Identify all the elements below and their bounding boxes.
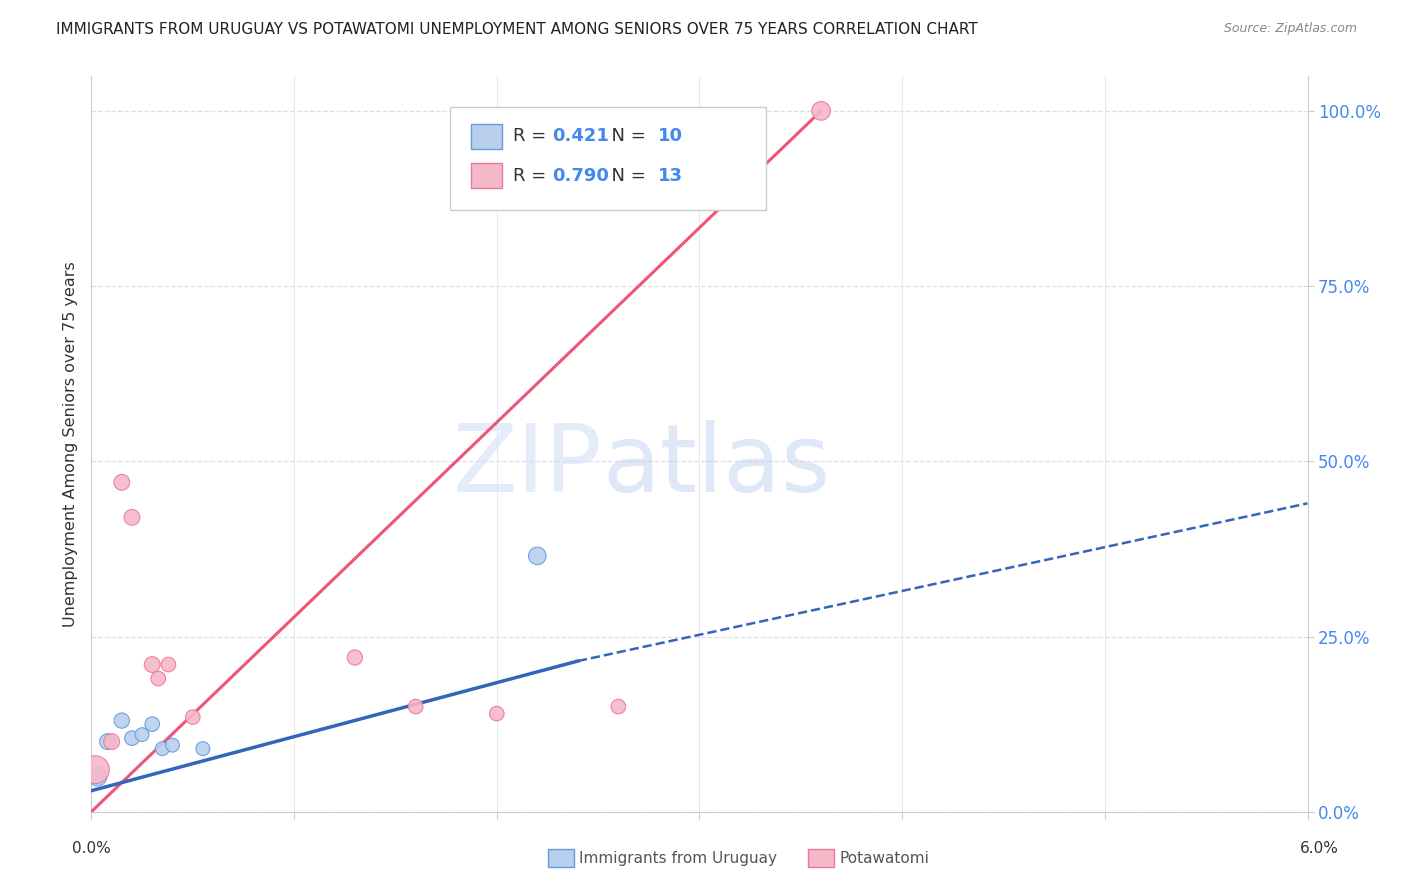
Text: Potawatomi: Potawatomi	[839, 851, 929, 865]
Text: R =: R =	[513, 167, 553, 185]
Point	[84, 763, 107, 777]
Text: R =: R =	[513, 128, 553, 145]
Point	[97, 734, 120, 748]
Text: N =: N =	[600, 167, 652, 185]
Point	[485, 706, 508, 721]
Point	[131, 728, 153, 742]
Point	[157, 657, 180, 672]
Point	[181, 710, 204, 724]
Point	[121, 731, 143, 746]
Y-axis label: Unemployment Among Seniors over 75 years: Unemployment Among Seniors over 75 years	[62, 260, 77, 627]
Point	[405, 699, 427, 714]
Text: IMMIGRANTS FROM URUGUAY VS POTAWATOMI UNEMPLOYMENT AMONG SENIORS OVER 75 YEARS C: IMMIGRANTS FROM URUGUAY VS POTAWATOMI UN…	[56, 22, 979, 37]
Text: 10: 10	[658, 128, 683, 145]
Point	[191, 741, 214, 756]
Point	[150, 741, 173, 756]
Point	[141, 717, 163, 731]
Text: Immigrants from Uruguay: Immigrants from Uruguay	[579, 851, 778, 865]
Point	[343, 650, 366, 665]
Text: N =: N =	[600, 128, 652, 145]
Point	[100, 734, 122, 748]
Point	[121, 510, 143, 524]
Point	[148, 672, 170, 686]
Text: 0.0%: 0.0%	[72, 841, 111, 856]
Text: Source: ZipAtlas.com: Source: ZipAtlas.com	[1223, 22, 1357, 36]
Point	[162, 738, 184, 752]
Point	[141, 657, 163, 672]
Point	[86, 770, 108, 784]
Text: 6.0%: 6.0%	[1299, 841, 1339, 856]
Point	[111, 475, 134, 490]
Point	[810, 103, 832, 118]
Text: ZIP: ZIP	[453, 420, 602, 512]
Point	[607, 699, 630, 714]
Text: 13: 13	[658, 167, 683, 185]
Point	[111, 714, 134, 728]
Text: atlas: atlas	[602, 420, 831, 512]
Text: 0.790: 0.790	[553, 167, 609, 185]
Point	[526, 549, 548, 563]
Text: 0.421: 0.421	[553, 128, 609, 145]
